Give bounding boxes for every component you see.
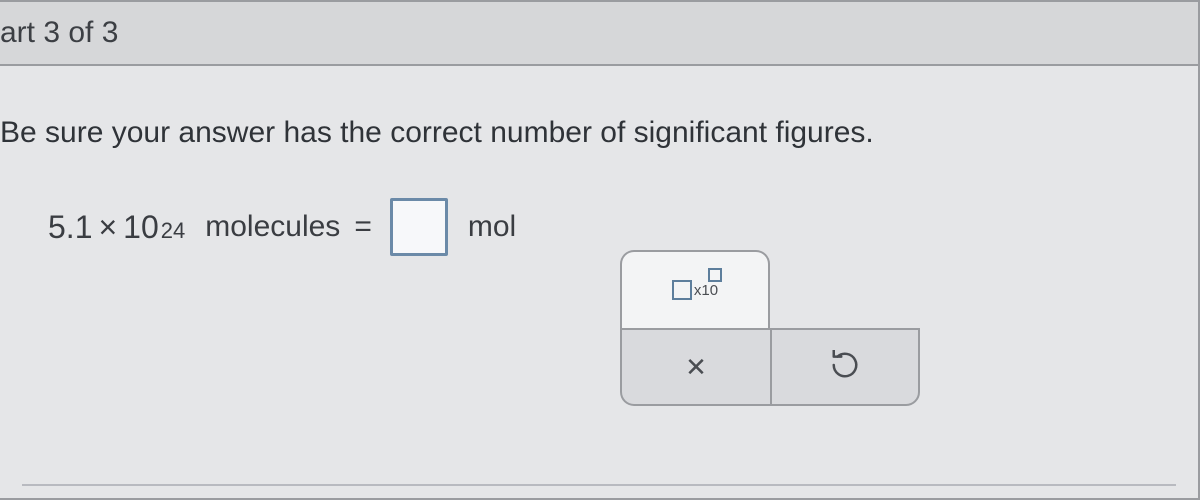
expression: 5.1 × 10 24: [48, 209, 185, 246]
undo-icon: [830, 350, 860, 385]
coefficient: 5.1: [48, 209, 92, 246]
part-label: art 3 of 3: [0, 16, 118, 50]
quantity-label: molecules: [205, 210, 340, 244]
x10-label: x10: [694, 282, 718, 299]
content-area: Be sure your answer has the correct numb…: [0, 66, 1198, 256]
problem-row: 5.1 × 10 24 molecules = mol: [48, 198, 1198, 256]
bottom-divider: [22, 484, 1176, 486]
part-header: art 3 of 3: [0, 2, 1198, 66]
power-base: 10: [123, 209, 159, 246]
question-panel: art 3 of 3 Be sure your answer has the c…: [0, 0, 1200, 500]
close-icon: ✕: [685, 352, 707, 383]
coefficient-box-icon: [672, 280, 692, 300]
instruction-text: Be sure your answer has the correct numb…: [0, 116, 1198, 150]
reset-button[interactable]: [770, 328, 920, 406]
exponent-box-icon: [708, 268, 722, 282]
unit-label: mol: [468, 210, 516, 244]
clear-button[interactable]: ✕: [620, 328, 770, 406]
tool-panel: x10 ✕: [620, 250, 920, 406]
equals-sign: =: [354, 210, 372, 244]
power-exponent: 24: [161, 218, 185, 244]
scientific-notation-button[interactable]: x10: [620, 250, 770, 328]
scientific-notation-icon: x10: [672, 280, 718, 300]
answer-input[interactable]: [390, 198, 448, 256]
times-symbol: ×: [98, 209, 117, 246]
